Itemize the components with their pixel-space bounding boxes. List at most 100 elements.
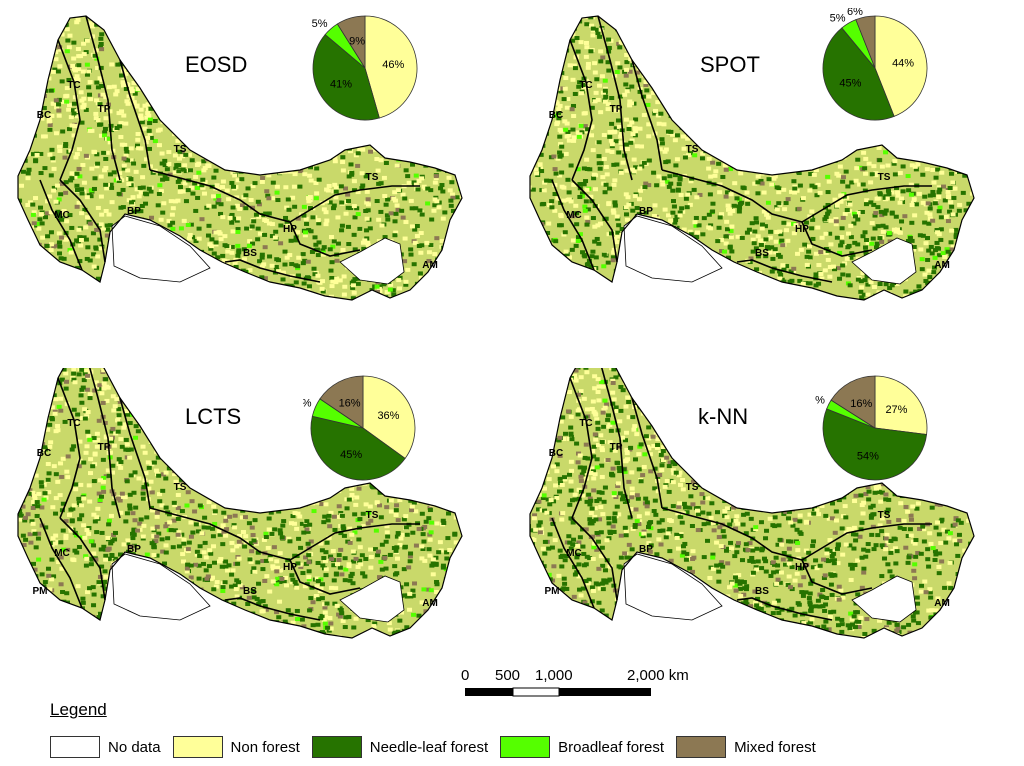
ecozone-boundary — [224, 597, 321, 621]
ecozone-label: BP — [639, 544, 653, 555]
no-data-area — [851, 237, 917, 285]
scale-tick-2000: 2,000 km — [627, 667, 689, 684]
ecozone-boundary — [289, 523, 420, 561]
ecozone-label: HP — [283, 562, 297, 573]
ecozone-label: BC — [37, 110, 51, 121]
pie-label: 9% — [349, 36, 365, 48]
pie-slice-needle-leaf — [822, 408, 928, 481]
pie-label: 46% — [382, 59, 404, 71]
ecozone-boundary — [289, 559, 361, 595]
ecozone-label: MC — [566, 548, 582, 559]
ecozone-boundary — [119, 397, 151, 509]
ecozone-label: MC — [54, 548, 70, 559]
pie-label: 27% — [885, 404, 907, 416]
ecozone-label: PM — [33, 586, 48, 597]
ecozone-boundary — [149, 507, 291, 561]
pie-slice-needle-leaf — [822, 27, 895, 121]
ecozone-boundary — [631, 59, 663, 171]
pie-label: 45% — [839, 78, 861, 90]
class-pie-chart: 46% 41% 5% 9% — [312, 15, 418, 121]
ecozone-boundary — [801, 221, 873, 257]
ecozone-boundary — [224, 259, 321, 283]
legend-swatch — [500, 736, 551, 758]
map-panel-spot: TC TP BC TS MC BP HP TS BS AM SPOT 44% 45% 5% 6% — [512, 0, 1024, 360]
ecozone-boundary — [59, 517, 106, 601]
ecozone-label: TS — [878, 172, 891, 183]
ecozone-label: TS — [686, 482, 699, 493]
ecozone-label: BP — [127, 206, 141, 217]
pie-slice-mixed — [830, 375, 876, 429]
ecozone-label: TC — [67, 80, 80, 91]
no-data-area — [111, 215, 211, 283]
legend-swatch — [676, 736, 727, 758]
no-data-area — [623, 553, 723, 621]
ecozone-label: HP — [795, 562, 809, 573]
forest-boundary — [17, 368, 463, 639]
ecozone-label: TP — [98, 104, 111, 115]
ecozone-label: HP — [283, 224, 297, 235]
ecozone-boundary — [631, 397, 663, 509]
ecozone-label: BC — [549, 110, 563, 121]
legend-item-mixed: Mixed forest — [676, 736, 816, 758]
legend-item-needle-leaf: Needle-leaf forest — [311, 736, 488, 758]
pie-slice-mixed — [336, 15, 366, 70]
forest-boundary — [17, 15, 463, 301]
legend-item-non-forest: Non forest — [172, 736, 300, 758]
ecozone-boundary — [119, 59, 151, 171]
ecozone-boundary — [551, 179, 595, 271]
ecozone-label: BS — [243, 248, 257, 259]
ecozone-label: TC — [67, 418, 80, 429]
ecozone-label: TS — [878, 510, 891, 521]
no-data-area — [339, 575, 405, 623]
pie-label: 44% — [892, 58, 914, 70]
legend: No data Non forest Needle-leaf forest Br… — [50, 734, 828, 760]
legend-item-broadleaf: Broadleaf forest — [500, 736, 664, 758]
ecozone-boundary — [801, 559, 873, 595]
pie-label: 5% — [830, 13, 846, 25]
class-pie-chart: 27% 54% 3% 16% — [815, 375, 928, 481]
forest-map: TC TP BC TS MC BP HP TS BS AM — [17, 15, 463, 301]
land-fill — [18, 368, 462, 638]
ecozone-label: TP — [610, 104, 623, 115]
ecozone-boundary — [801, 185, 932, 223]
pie-label: 36% — [377, 410, 399, 422]
class-pie-chart: 36% 45% 6% 16% — [303, 375, 416, 481]
panel-title: EOSD — [185, 52, 248, 77]
ecozone-label: TS — [174, 144, 187, 155]
ecozone-label: MC — [566, 210, 582, 221]
forest-map: TC TP BC TS MC BP HP TS BS AM PM — [17, 368, 463, 639]
pie-slice-needle-leaf — [310, 415, 406, 481]
ecozone-boundary — [569, 39, 593, 181]
ecozone-boundary — [801, 523, 932, 561]
forest-map: TC TP BC TS MC BP HP TS BS AM PM — [529, 368, 975, 639]
legend-label: Non forest — [230, 738, 300, 756]
pie-label: 6% — [847, 8, 863, 18]
legend-title: Legend — [50, 700, 107, 719]
pie-label: 16% — [850, 398, 872, 410]
ecozone-boundary — [289, 185, 420, 223]
pie-slice-needle-leaf — [312, 33, 380, 121]
ecozone-label: TP — [610, 442, 623, 453]
ecozone-label: TC — [579, 418, 592, 429]
pie-label: 16% — [339, 398, 361, 410]
ecozone-label: TP — [98, 442, 111, 453]
panel-title: LCTS — [185, 404, 242, 429]
ecozone-label: BP — [639, 206, 653, 217]
pie-slice-mixed — [855, 15, 876, 69]
pie-label: 41% — [330, 79, 352, 91]
pie-label: 54% — [857, 451, 879, 463]
ecozone-label: BC — [37, 448, 51, 459]
ecozone-label: BC — [549, 448, 563, 459]
ecozone-boundary — [600, 368, 633, 519]
scale-tick-1000: 1,000 — [535, 667, 573, 684]
ecozone-boundary — [85, 15, 121, 181]
ecozone-label: PM — [545, 586, 560, 597]
pie-label: 3% — [815, 394, 825, 406]
ecozone-boundary — [736, 259, 833, 283]
legend-item-no-data: No data — [50, 736, 161, 758]
ecozone-boundary — [39, 517, 83, 609]
scale-bar: 0 500 1,000 2,000 km — [461, 667, 689, 697]
pie-slice-mixed — [319, 375, 364, 429]
ecozone-label: TS — [686, 144, 699, 155]
panel-title: k-NN — [698, 404, 749, 429]
